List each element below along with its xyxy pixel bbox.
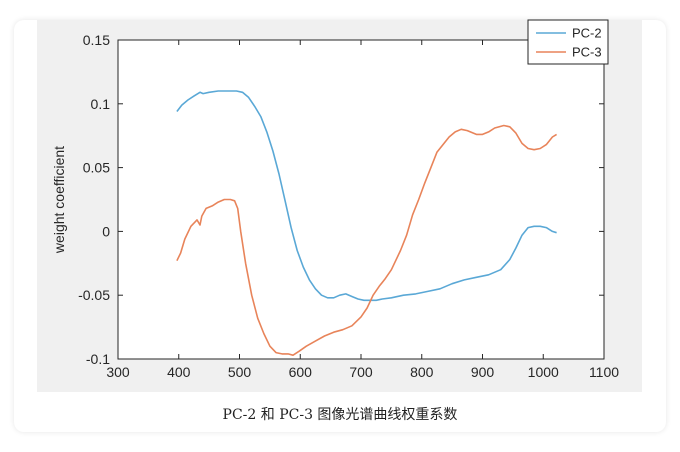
plot-area: [118, 40, 604, 359]
series-line-pc-3: [176, 124, 558, 356]
series-line-pc-2: [176, 90, 557, 302]
y-tick-label: -0.1: [86, 351, 110, 367]
y-tick-label: 0.05: [83, 160, 110, 176]
x-tick-label: 1000: [528, 364, 559, 380]
legend-box: [527, 19, 609, 65]
x-tick-label: 600: [289, 364, 313, 380]
x-tick-label: 800: [410, 364, 434, 380]
x-tick-label: 400: [167, 364, 191, 380]
legend-label-pc-3: PC-3: [572, 45, 602, 60]
legend-label-pc-2: PC-2: [572, 26, 602, 41]
y-axis-label: weight coefficient: [51, 146, 67, 254]
y-tick-label: 0.15: [83, 32, 110, 48]
x-tick-label: 500: [228, 364, 252, 380]
y-tick-label: 0.1: [91, 96, 111, 112]
x-tick-label: 700: [349, 364, 373, 380]
y-tick-label: 0: [102, 223, 110, 239]
y-tick-label: -0.05: [78, 287, 110, 303]
figure-caption: PC-2 和 PC-3 图像光谱曲线权重系数: [222, 407, 458, 423]
x-tick-label: 1100: [589, 364, 619, 380]
x-tick-label: 300: [106, 364, 130, 380]
x-tick-label: 900: [471, 364, 495, 380]
